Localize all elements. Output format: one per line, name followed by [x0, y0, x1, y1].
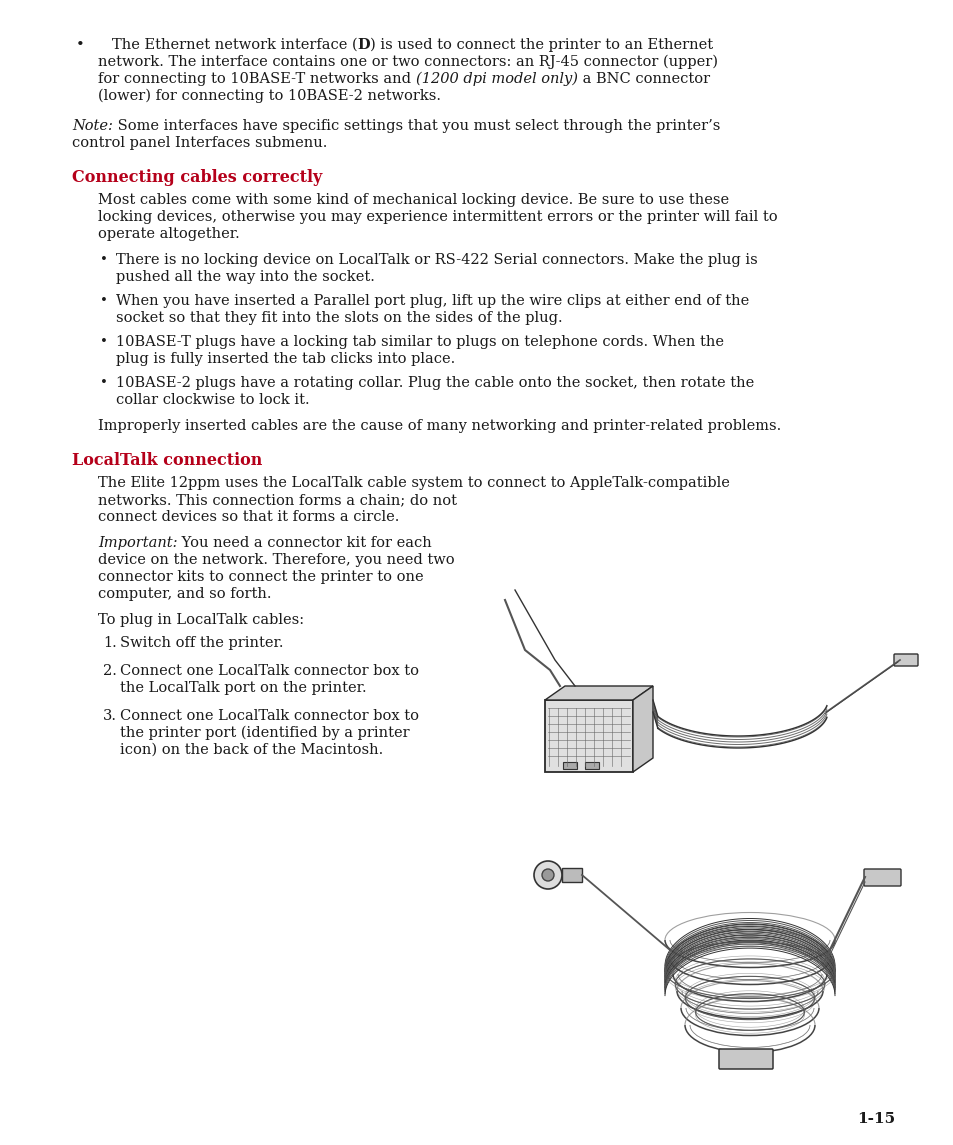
Text: connector kits to connect the printer to one: connector kits to connect the printer to…	[98, 570, 423, 584]
Polygon shape	[544, 686, 652, 700]
Text: Some interfaces have specific settings that you must select through the printer’: Some interfaces have specific settings t…	[112, 119, 720, 133]
Text: collar clockwise to lock it.: collar clockwise to lock it.	[116, 393, 310, 406]
Text: Note:: Note:	[71, 119, 112, 133]
Text: The Elite 12ppm uses the LocalTalk cable system to connect to AppleTalk-compatib: The Elite 12ppm uses the LocalTalk cable…	[98, 476, 729, 490]
Text: ) is used to connect the printer to an Ethernet: ) is used to connect the printer to an E…	[370, 38, 713, 53]
Text: •: •	[100, 376, 108, 389]
FancyBboxPatch shape	[863, 869, 900, 886]
Text: •: •	[76, 38, 85, 52]
Text: 3.: 3.	[103, 709, 117, 722]
Text: Switch off the printer.: Switch off the printer.	[120, 635, 283, 650]
Text: Most cables come with some kind of mechanical locking device. Be sure to use the: Most cables come with some kind of mecha…	[98, 194, 728, 207]
Text: networks. This connection forms a chain; do not: networks. This connection forms a chain;…	[98, 493, 456, 507]
Text: a BNC connector: a BNC connector	[577, 72, 709, 86]
Text: (lower) for connecting to 10BASE-2 networks.: (lower) for connecting to 10BASE-2 netwo…	[98, 89, 440, 103]
Text: Important:: Important:	[98, 536, 177, 550]
Text: Improperly inserted cables are the cause of many networking and printer-related : Improperly inserted cables are the cause…	[98, 419, 781, 433]
Circle shape	[534, 861, 561, 889]
Circle shape	[541, 869, 554, 881]
Text: socket so that they fit into the slots on the sides of the plug.: socket so that they fit into the slots o…	[116, 311, 562, 325]
Text: You need a connector kit for each: You need a connector kit for each	[177, 536, 432, 550]
Text: The Ethernet network interface (: The Ethernet network interface (	[112, 38, 357, 52]
Text: the printer port (identified by a printer: the printer port (identified by a printe…	[120, 726, 409, 741]
Polygon shape	[633, 686, 652, 772]
Text: plug is fully inserted the tab clicks into place.: plug is fully inserted the tab clicks in…	[116, 352, 455, 366]
Text: LocalTalk connection: LocalTalk connection	[71, 452, 262, 469]
FancyBboxPatch shape	[561, 868, 581, 882]
Text: D: D	[357, 38, 370, 52]
Text: (1200 dpi model only): (1200 dpi model only)	[416, 72, 577, 86]
Text: •: •	[100, 253, 108, 266]
Text: Connecting cables correctly: Connecting cables correctly	[71, 169, 322, 185]
Text: •: •	[100, 294, 108, 307]
Text: 1.: 1.	[103, 635, 116, 650]
FancyBboxPatch shape	[893, 654, 917, 666]
Text: There is no locking device on LocalTalk or RS-422 Serial connectors. Make the pl: There is no locking device on LocalTalk …	[116, 253, 757, 267]
Text: network. The interface contains one or two connectors: an RJ-45 connector (upper: network. The interface contains one or t…	[98, 55, 718, 70]
Text: computer, and so forth.: computer, and so forth.	[98, 587, 272, 601]
Text: the LocalTalk port on the printer.: the LocalTalk port on the printer.	[120, 681, 366, 695]
FancyBboxPatch shape	[584, 763, 598, 769]
Text: 10BASE-T plugs have a locking tab similar to plugs on telephone cords. When the: 10BASE-T plugs have a locking tab simila…	[116, 335, 723, 349]
Text: device on the network. Therefore, you need two: device on the network. Therefore, you ne…	[98, 553, 455, 567]
Text: When you have inserted a Parallel port plug, lift up the wire clips at either en: When you have inserted a Parallel port p…	[116, 294, 748, 308]
Text: 2.: 2.	[103, 664, 117, 678]
FancyBboxPatch shape	[544, 700, 633, 772]
Text: •: •	[100, 335, 108, 348]
Text: To plug in LocalTalk cables:: To plug in LocalTalk cables:	[98, 613, 304, 627]
Text: control panel Interfaces submenu.: control panel Interfaces submenu.	[71, 136, 327, 150]
FancyBboxPatch shape	[719, 1049, 772, 1069]
FancyBboxPatch shape	[562, 763, 577, 769]
Text: 10BASE-2 plugs have a rotating collar. Plug the cable onto the socket, then rota: 10BASE-2 plugs have a rotating collar. P…	[116, 376, 754, 390]
Text: pushed all the way into the socket.: pushed all the way into the socket.	[116, 270, 375, 284]
Text: for connecting to 10BASE-T networks and: for connecting to 10BASE-T networks and	[98, 72, 416, 86]
Text: 1-15: 1-15	[856, 1112, 894, 1126]
Text: icon) on the back of the Macintosh.: icon) on the back of the Macintosh.	[120, 743, 383, 757]
Text: locking devices, otherwise you may experience intermittent errors or the printer: locking devices, otherwise you may exper…	[98, 210, 777, 224]
Text: Connect one LocalTalk connector box to: Connect one LocalTalk connector box to	[120, 664, 418, 678]
Text: operate altogether.: operate altogether.	[98, 227, 239, 240]
Text: Connect one LocalTalk connector box to: Connect one LocalTalk connector box to	[120, 709, 418, 722]
Text: connect devices so that it forms a circle.: connect devices so that it forms a circl…	[98, 510, 399, 524]
